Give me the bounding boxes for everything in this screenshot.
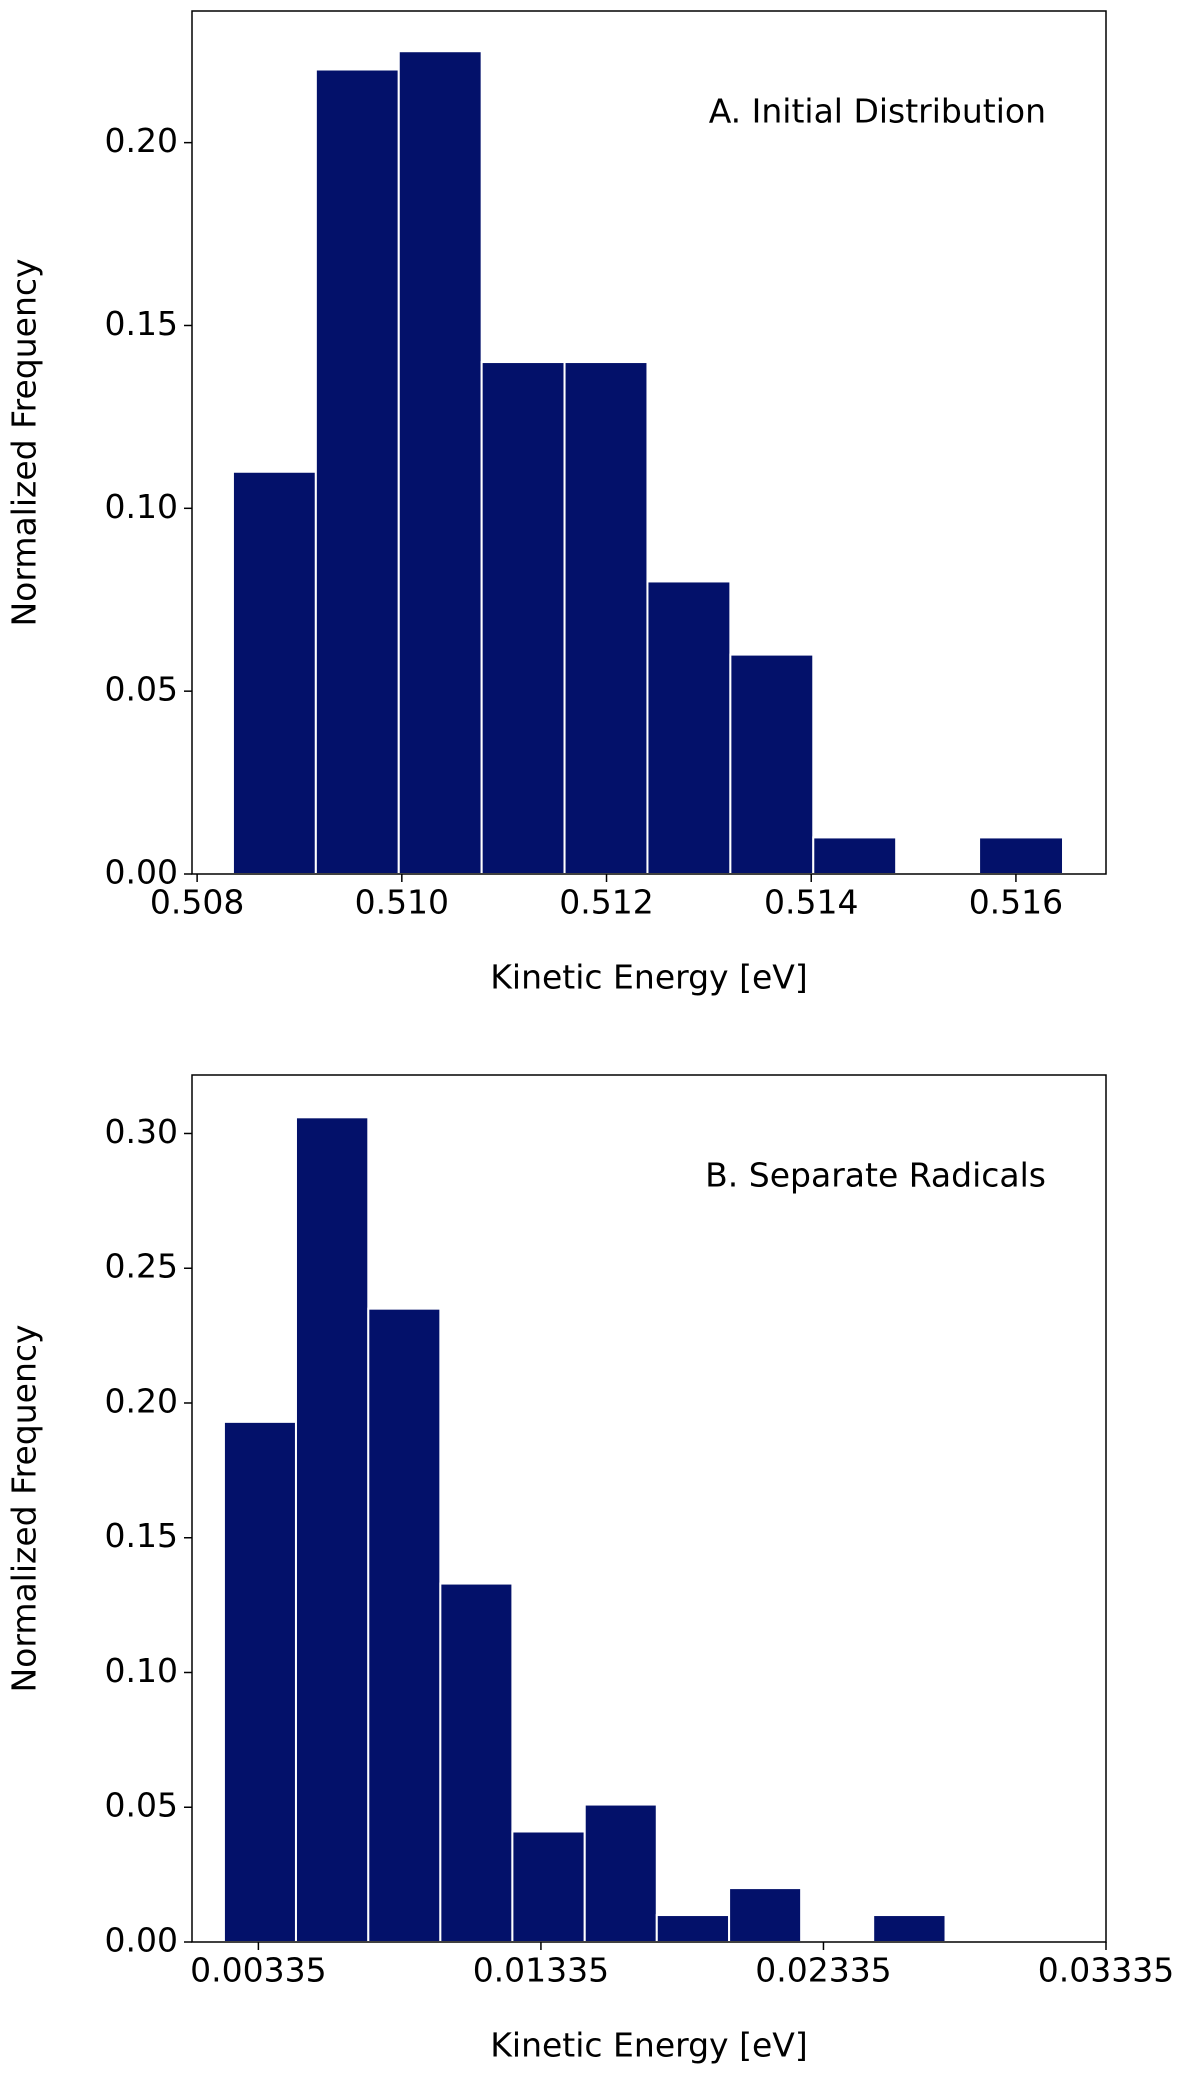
y-tick-label: 0.15 <box>105 1516 178 1555</box>
plot-frame <box>191 1074 1107 1943</box>
annotation: B. Separate Radicals <box>705 1156 1046 1195</box>
y-axis-label: Normalized Frequency <box>5 258 44 626</box>
y-tick-label: 0.00 <box>105 853 178 892</box>
bar <box>583 1803 658 1944</box>
bar <box>978 836 1065 875</box>
annotation: A. Initial Distribution <box>709 92 1046 131</box>
bar <box>655 1914 731 1944</box>
y-tick-label: 0.05 <box>105 670 178 709</box>
bar <box>439 1582 514 1944</box>
x-tick-label: 0.508 <box>150 883 244 922</box>
x-tick-label: 0.03335 <box>1038 1951 1174 1990</box>
x-tick-label: 0.514 <box>764 883 858 922</box>
y-tick-label: 0.10 <box>105 1651 178 1690</box>
y-tick-label: 0.30 <box>105 1112 178 1151</box>
y-tick-label: 0.10 <box>105 487 178 526</box>
bar <box>397 50 483 876</box>
y-tick-label: 0.20 <box>105 1381 178 1420</box>
x-tick-label: 0.01335 <box>473 1951 609 1990</box>
x-axis-label: Kinetic Energy [eV] <box>490 958 807 997</box>
bar <box>231 470 317 875</box>
bar <box>222 1420 297 1943</box>
bar <box>872 1914 947 1944</box>
bar <box>812 836 898 875</box>
y-tick-label: 0.15 <box>105 304 178 343</box>
x-tick-label: 0.512 <box>559 883 653 922</box>
bar <box>729 653 815 875</box>
bar <box>563 361 649 875</box>
bar <box>314 68 400 875</box>
x-tick-label: 0.516 <box>969 883 1063 922</box>
y-axis-label: Normalized Frequency <box>5 1324 44 1692</box>
bar <box>294 1116 370 1943</box>
plot-frame <box>191 10 1107 875</box>
bar <box>728 1887 803 1944</box>
y-tick-label: 0.00 <box>105 1921 178 1960</box>
x-tick-label: 0.510 <box>355 883 449 922</box>
bar <box>367 1307 442 1943</box>
y-tick-label: 0.25 <box>105 1247 178 1286</box>
x-axis-label: Kinetic Energy [eV] <box>490 2026 807 2065</box>
bar <box>480 361 566 875</box>
bar <box>511 1830 586 1944</box>
x-tick-label: 0.02335 <box>755 1951 891 1990</box>
bar <box>646 580 732 875</box>
x-tick-label: 0.00335 <box>190 1951 326 1990</box>
y-tick-label: 0.05 <box>105 1786 178 1825</box>
y-tick-label: 0.20 <box>105 121 178 160</box>
